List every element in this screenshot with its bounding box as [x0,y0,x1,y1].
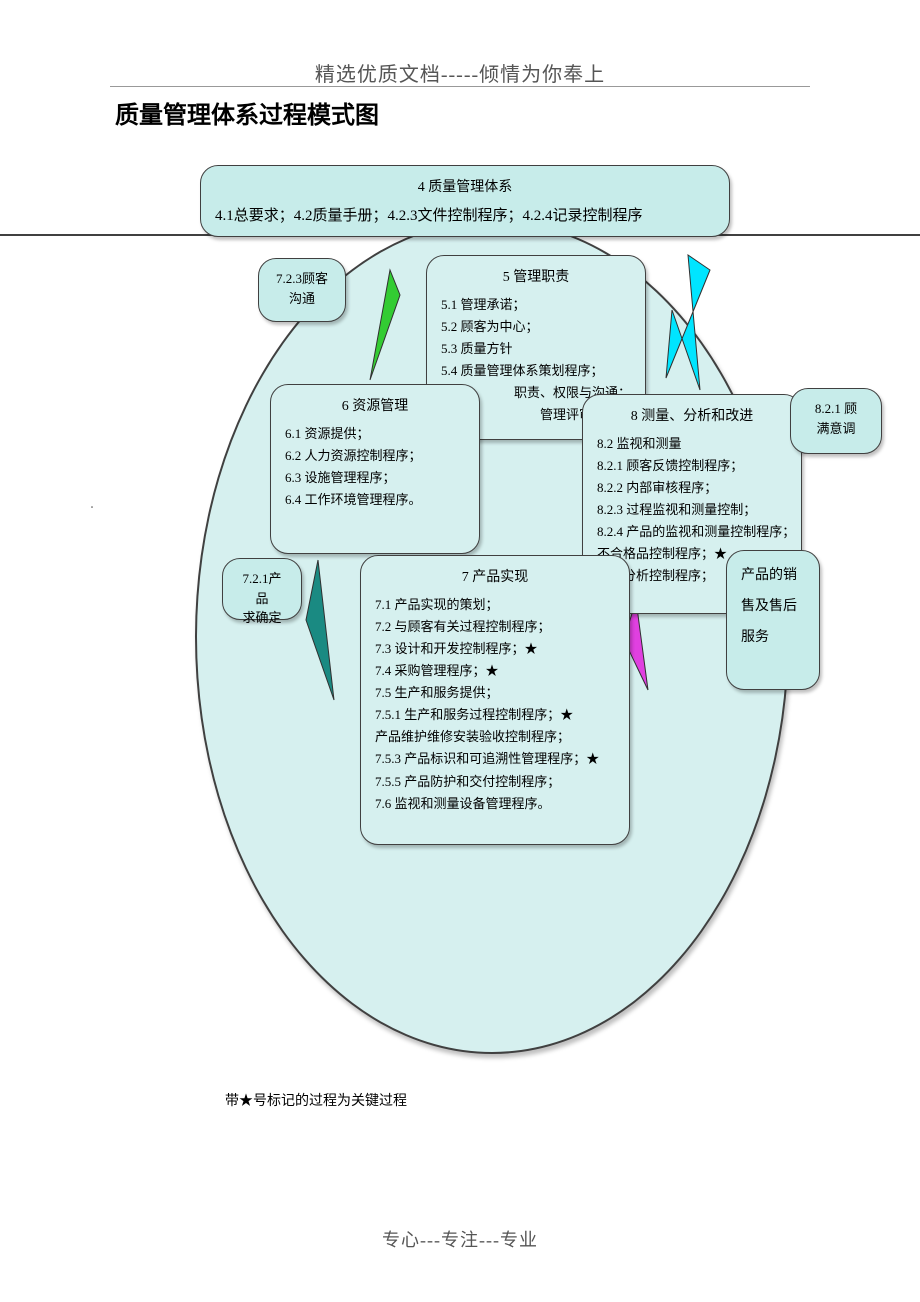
box-5-l3: 5.4 质量管理体系策划程序； [441,360,631,382]
box-6-resource: 6 资源管理 6.1 资源提供； 6.2 人力资源控制程序； 6.3 设施管理程… [270,384,480,554]
box-721-product-req: 7.2.1产品 求确定 [222,558,302,620]
footnote: 带★号标记的过程为关键过程 [225,1090,407,1110]
box-721-l1: 求确定 [237,608,287,628]
box-6-l3: 6.4 工作环境管理程序。 [285,489,465,511]
box-7-l4: 7.5 生产和服务提供； [375,682,615,704]
box-4-qms: 4 质量管理体系 4.1总要求；4.2质量手册；4.2.3文件控制程序；4.2.… [200,165,730,237]
box-5-l0: 5.1 管理承诺； [441,294,631,316]
box-sales-service: 产品的销 售及售后 服务 [726,550,820,690]
box-8-l1: 8.2.1 顾客反馈控制程序； [597,455,787,477]
box-723-line1: 沟通 [273,289,331,309]
header-divider [110,86,810,87]
box-5-title: 5 管理职责 [441,266,631,290]
box-6-title: 6 资源管理 [285,395,465,419]
box-8-l4: 8.2.4 产品的监视和测量控制程序； [597,521,787,543]
page-header: 精选优质文档-----倾情为你奉上 [0,58,920,87]
box-5-l2: 5.3 质量方针 [441,338,631,360]
box-821-l1: 满意调 [805,419,867,439]
box-7-l5: 7.5.1 生产和服务过程控制程序；★ [375,704,615,726]
doc-title: 质量管理体系过程模式图 [115,95,379,130]
box-7-l1: 7.2 与顾客有关过程控制程序； [375,616,615,638]
box-5-l1: 5.2 顾客为中心； [441,316,631,338]
box-7-product-realization: 7 产品实现 7.1 产品实现的策划； 7.2 与顾客有关过程控制程序； 7.3… [360,555,630,845]
box-7-l6: 产品维护维修安装验收控制程序； [375,726,615,748]
box-723-customer-comm: 7.2.3顾客 沟通 [258,258,346,322]
box-7-l8: 7.5.5 产品防护和交付控制程序； [375,771,615,793]
box-7-l9: 7.6 监视和测量设备管理程序。 [375,793,615,815]
box-4-title: 4 质量管理体系 [215,176,715,200]
box-7-l3: 7.4 采购管理程序；★ [375,660,615,682]
box-721-l0: 7.2.1产品 [237,569,287,608]
box-sales-l2: 服务 [741,623,805,654]
box-sales-l0: 产品的销 [741,561,805,592]
stray-dot: . [90,495,94,513]
box-821-satisfaction: 8.2.1 顾 满意调 [790,388,882,454]
box-6-l2: 6.3 设施管理程序； [285,467,465,489]
page-footer: 专心---专注---专业 [0,1226,920,1252]
box-8-title: 8 测量、分析和改进 [597,405,787,429]
box-8-l3: 8.2.3 过程监视和测量控制； [597,499,787,521]
box-7-l0: 7.1 产品实现的策划； [375,594,615,616]
box-7-title: 7 产品实现 [375,566,615,590]
box-7-l7: 7.5.3 产品标识和可追溯性管理程序；★ [375,748,615,770]
box-6-l1: 6.2 人力资源控制程序； [285,445,465,467]
box-7-l2: 7.3 设计和开发控制程序；★ [375,638,615,660]
box-6-l0: 6.1 资源提供； [285,423,465,445]
box-8-l0: 8.2 监视和测量 [597,433,787,455]
box-sales-l1: 售及售后 [741,592,805,623]
box-821-l0: 8.2.1 顾 [805,399,867,419]
box-8-l2: 8.2.2 内部审核程序； [597,477,787,499]
box-4-line: 4.1总要求；4.2质量手册；4.2.3文件控制程序；4.2.4记录控制程序 [215,204,715,230]
box-723-line0: 7.2.3顾客 [273,269,331,289]
